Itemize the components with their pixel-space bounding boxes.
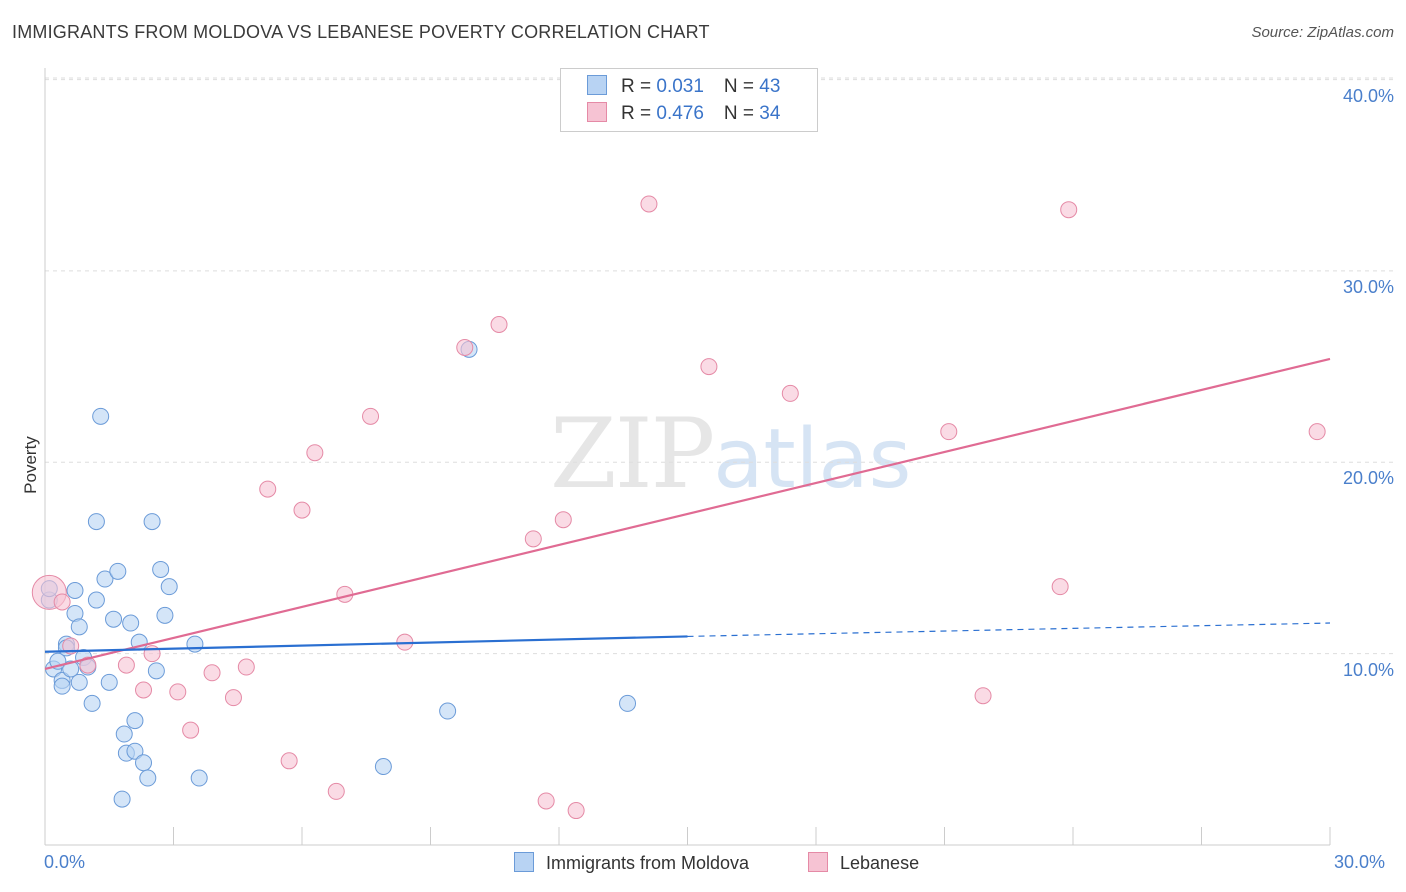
bottom-legend-moldova[interactable]: Immigrants from Moldova (514, 852, 749, 874)
chart-title: IMMIGRANTS FROM MOLDOVA VS LEBANESE POVE… (12, 22, 710, 42)
legend-n-value: 34 (759, 103, 781, 124)
point-moldova (83, 694, 101, 712)
point-moldova (92, 407, 110, 425)
point-moldova (160, 578, 178, 596)
point-moldova (186, 635, 204, 653)
point-lebanese (1060, 201, 1078, 219)
point-moldova (109, 562, 127, 580)
point-moldova (374, 758, 392, 776)
point-lebanese (169, 683, 187, 701)
source-label: Source: ZipAtlas.com (1251, 24, 1394, 41)
legend-swatch-blue (514, 852, 534, 872)
watermark-zip: ZIP (550, 398, 715, 510)
x-tick-label: 0.0% (44, 852, 86, 872)
point-lebanese (259, 480, 277, 498)
legend-r-value: 0.476 (656, 103, 704, 124)
x-tick-label: 30.0% (1334, 852, 1386, 872)
point-moldova (96, 570, 114, 588)
point-moldova (87, 513, 105, 531)
legend-swatch-pink (587, 102, 607, 122)
point-lebanese (567, 802, 585, 820)
point-moldova (156, 606, 174, 624)
point-moldova (190, 769, 208, 787)
legend-r-label: R = (621, 103, 657, 124)
legend-n-label: N = (723, 76, 760, 97)
legend-label-moldova: Immigrants from Moldova (546, 853, 750, 873)
legend-r-label: R = (621, 76, 657, 97)
point-lebanese (362, 407, 380, 425)
y-tick-label: 20.0% (1342, 468, 1394, 488)
point-moldova (53, 677, 71, 695)
point-moldova (147, 662, 165, 680)
point-lebanese (700, 358, 718, 376)
point-lebanese (1051, 578, 1069, 596)
point-lebanese (53, 593, 71, 611)
legend-n-label: N = (723, 103, 760, 124)
watermark: ZIPatlas (550, 398, 911, 510)
point-lebanese (640, 195, 658, 213)
point-lebanese (182, 721, 200, 739)
point-moldova (105, 610, 123, 628)
point-moldova (152, 560, 170, 578)
point-moldova (135, 754, 153, 772)
point-lebanese (554, 511, 572, 529)
trendline-lebanese (44, 357, 1331, 671)
legend-label-lebanese: Lebanese (840, 853, 920, 873)
point-moldova (139, 769, 157, 787)
point-moldova (70, 618, 88, 636)
legend-swatch-pink (808, 852, 828, 872)
watermark-atlas: atlas (713, 412, 912, 507)
point-lebanese (490, 316, 508, 334)
point-lebanese (781, 384, 799, 402)
point-moldova (619, 694, 637, 712)
point-lebanese (79, 656, 97, 674)
point-lebanese (974, 687, 992, 705)
point-lebanese (293, 501, 311, 519)
point-moldova (122, 614, 140, 632)
point-lebanese (135, 681, 153, 699)
point-moldova (439, 702, 457, 720)
legend-row-moldova: R = 0.031 N = 43 (587, 75, 780, 98)
point-moldova (62, 660, 80, 678)
point-moldova (100, 673, 118, 691)
bottom-legend-lebanese[interactable]: Lebanese (808, 852, 919, 874)
point-moldova (87, 591, 105, 609)
point-moldova (143, 513, 161, 531)
point-lebanese (537, 792, 555, 810)
legend-n-value: 43 (759, 76, 781, 97)
point-lebanese (306, 444, 324, 462)
legend-r-value: 0.031 (656, 76, 704, 97)
y-tick-label: 10.0% (1342, 660, 1394, 680)
legend-swatch-blue (587, 75, 607, 95)
point-lebanese (203, 664, 221, 682)
point-moldova (113, 790, 131, 808)
y-tick-label: 40.0% (1342, 86, 1394, 106)
y-tick-label: 30.0% (1342, 277, 1394, 297)
stats-legend: R = 0.031 N = 43 R = 0.476 N = 34 (560, 68, 818, 132)
point-moldova (126, 712, 144, 730)
trendline-moldova-extrapolated (687, 622, 1331, 638)
point-lebanese (940, 423, 958, 441)
point-lebanese (224, 689, 242, 707)
trendline-moldova (44, 635, 688, 653)
point-lebanese (327, 782, 345, 800)
point-moldova (115, 725, 133, 743)
point-moldova (66, 581, 84, 599)
point-lebanese (456, 338, 474, 356)
point-lebanese (237, 658, 255, 676)
point-lebanese (1308, 423, 1326, 441)
point-lebanese (524, 530, 542, 548)
legend-row-lebanese: R = 0.476 N = 34 (587, 102, 780, 125)
point-moldova (70, 673, 88, 691)
point-lebanese (280, 752, 298, 770)
point-lebanese (117, 656, 135, 674)
y-axis-label: Poverty (21, 436, 40, 494)
point-moldova (126, 742, 144, 760)
